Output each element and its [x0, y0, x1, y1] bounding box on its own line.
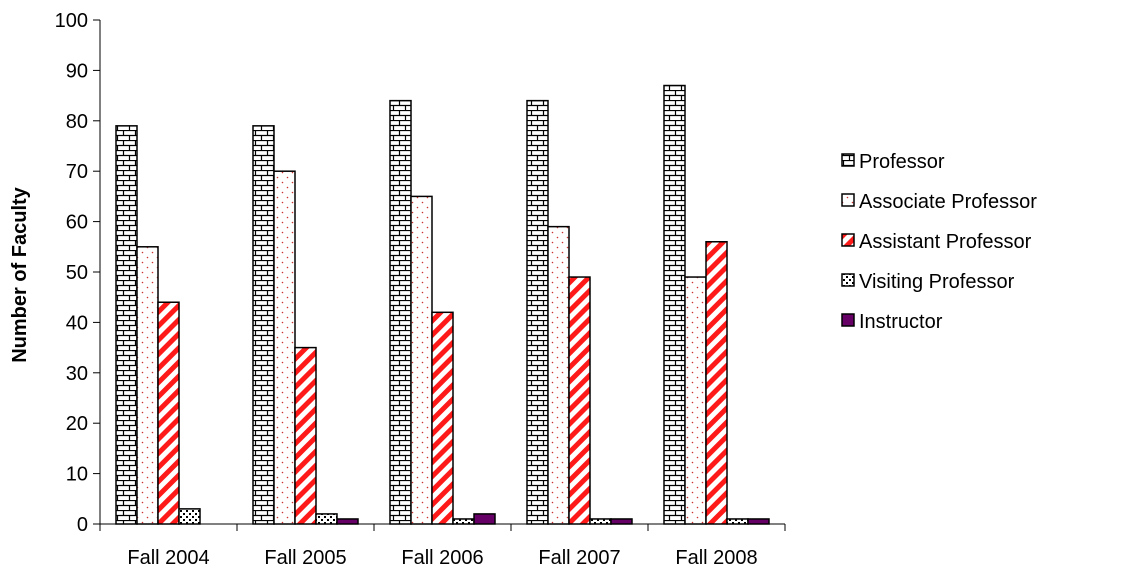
bar-assistant-professor [568, 276, 591, 525]
bar-associate-professor [136, 246, 159, 525]
bar-instructor [747, 518, 770, 525]
bar-visiting-professor [589, 518, 612, 525]
legend-swatch [841, 233, 855, 247]
bar-professor [663, 84, 686, 525]
bar-associate-professor [273, 170, 296, 525]
bar-professor [252, 125, 275, 525]
bar-visiting-professor [178, 508, 201, 525]
legend-swatch [841, 273, 855, 287]
y-tick-label: 60 [66, 212, 88, 234]
bar-associate-professor [547, 225, 570, 525]
legend-label: Professor [859, 151, 945, 173]
bar-visiting-professor [452, 518, 475, 525]
y-tick-label: 90 [66, 60, 88, 82]
axes-layer: 0 10 20 30 40 50 60 70 80 90 100 Fall 2004 Fall 2005… [55, 10, 786, 569]
bar-visiting-professor [726, 518, 749, 525]
y-tick-label: 30 [66, 363, 88, 385]
y-tick-label: 70 [66, 161, 88, 183]
x-tick-label: Fall 2005 [264, 547, 346, 569]
bar-professor [526, 99, 549, 525]
bar-assistant-professor [431, 311, 454, 525]
y-tick-label: 50 [66, 262, 88, 284]
x-tick-label: Fall 2006 [401, 547, 483, 569]
y-tick-label: 100 [55, 10, 88, 32]
y-axis-title: Number of Faculty [9, 186, 31, 362]
legend-label: Associate Professor [859, 191, 1037, 213]
bar-professor [389, 99, 412, 525]
bar-visiting-professor [315, 513, 338, 525]
legend-swatch [841, 313, 855, 327]
bar-assistant-professor [705, 241, 728, 525]
x-tick-label: Fall 2004 [127, 547, 209, 569]
y-tick-label: 40 [66, 312, 88, 334]
legend: Professor Associate Professor Assistant Pr… [841, 151, 1037, 333]
legend-label: Assistant Professor [859, 231, 1032, 253]
legend-swatch [841, 193, 855, 207]
legend-swatch [841, 153, 855, 167]
bar-associate-professor [684, 276, 707, 525]
x-tick-label: Fall 2007 [538, 547, 620, 569]
bar-instructor [473, 513, 496, 525]
bar-instructor [336, 518, 359, 525]
bar-instructor [610, 518, 633, 525]
bar-assistant-professor [294, 346, 317, 525]
legend-label: Instructor [859, 311, 943, 333]
bar-associate-professor [410, 195, 433, 525]
legend-label: Visiting Professor [859, 271, 1015, 293]
x-tick-label: Fall 2008 [675, 547, 757, 569]
y-tick-label: 20 [66, 413, 88, 435]
y-tick-label: 10 [66, 464, 88, 486]
y-tick-label: 80 [66, 111, 88, 133]
bar-assistant-professor [157, 301, 180, 525]
bars-layer [115, 84, 770, 525]
bar-professor [115, 125, 138, 525]
y-tick-label: 0 [77, 514, 88, 536]
